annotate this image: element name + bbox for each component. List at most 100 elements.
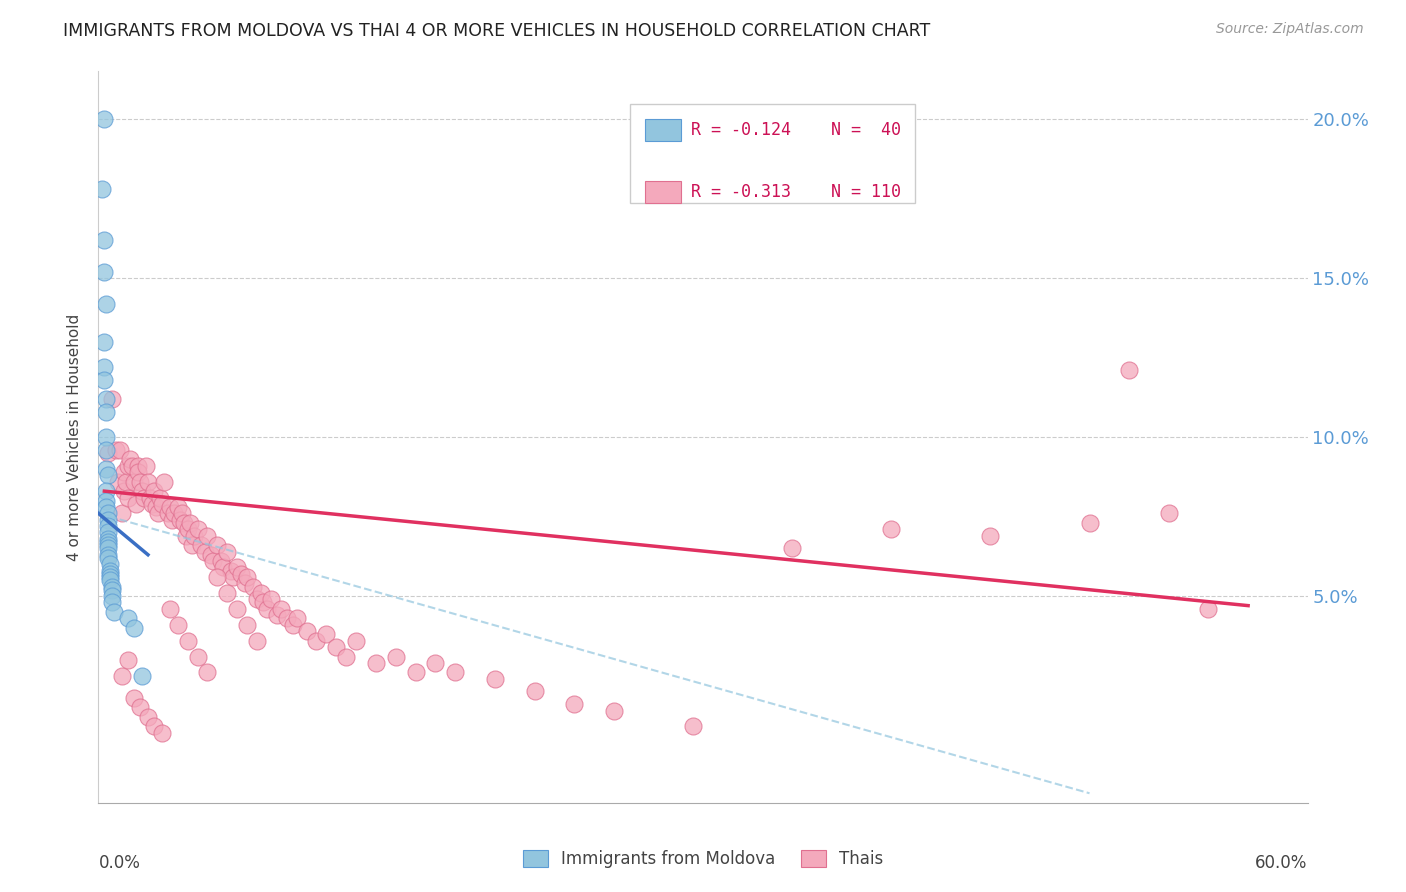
Point — [194, 544, 217, 558]
Point — [98, 570, 121, 584]
Point — [117, 458, 139, 473]
Point — [209, 554, 232, 568]
Point — [166, 500, 188, 514]
Point — [163, 507, 186, 521]
Point — [115, 475, 138, 489]
Point — [1078, 516, 1101, 530]
Point — [186, 649, 208, 664]
Text: 0.0%: 0.0% — [98, 854, 141, 872]
Point — [121, 458, 143, 473]
Point — [146, 507, 169, 521]
Point — [135, 458, 157, 473]
Point — [96, 392, 118, 406]
Point — [236, 617, 259, 632]
Point — [222, 570, 245, 584]
Point — [149, 491, 172, 505]
Point — [122, 475, 145, 489]
Point — [127, 465, 149, 479]
Point — [295, 624, 318, 638]
Point — [97, 548, 120, 562]
Point — [103, 605, 125, 619]
FancyBboxPatch shape — [645, 181, 682, 203]
Point — [179, 516, 201, 530]
Legend: Immigrants from Moldova, Thais: Immigrants from Moldova, Thais — [516, 844, 890, 875]
Point — [129, 700, 152, 714]
Point — [97, 513, 120, 527]
Point — [212, 560, 235, 574]
Point — [96, 442, 118, 457]
Point — [979, 529, 1001, 543]
Point — [96, 404, 118, 418]
Point — [444, 665, 467, 680]
Point — [1157, 507, 1180, 521]
FancyBboxPatch shape — [645, 119, 682, 141]
Point — [153, 475, 176, 489]
Point — [217, 544, 239, 558]
Point — [111, 507, 134, 521]
Point — [186, 522, 208, 536]
Point — [219, 564, 242, 578]
Point — [120, 452, 142, 467]
Point — [200, 548, 222, 562]
Point — [325, 640, 347, 654]
Point — [97, 446, 120, 460]
Point — [93, 233, 115, 247]
Point — [96, 462, 118, 476]
Point — [315, 627, 337, 641]
Point — [93, 373, 115, 387]
Point — [96, 484, 118, 499]
Point — [107, 475, 129, 489]
Point — [246, 592, 269, 607]
Point — [190, 538, 212, 552]
Point — [270, 602, 292, 616]
Point — [405, 665, 427, 680]
Point — [122, 690, 145, 705]
Point — [132, 491, 155, 505]
Point — [242, 580, 264, 594]
Point — [523, 684, 546, 698]
Point — [96, 500, 118, 514]
Point — [96, 296, 118, 310]
Point — [174, 529, 197, 543]
Point — [93, 265, 115, 279]
Point — [252, 595, 274, 609]
Point — [97, 519, 120, 533]
Point — [97, 550, 120, 565]
Point — [169, 513, 191, 527]
Point — [682, 719, 704, 733]
Point — [256, 602, 278, 616]
Point — [98, 558, 121, 572]
Point — [364, 656, 387, 670]
Point — [101, 589, 124, 603]
Point — [142, 719, 165, 733]
Point — [97, 532, 120, 546]
Point — [131, 484, 153, 499]
Point — [101, 595, 124, 609]
Point — [166, 617, 188, 632]
Point — [97, 507, 120, 521]
Point — [139, 491, 162, 505]
Point — [101, 392, 124, 406]
Point — [281, 617, 304, 632]
Point — [562, 697, 585, 711]
Point — [136, 475, 159, 489]
Point — [305, 633, 328, 648]
Point — [111, 668, 134, 682]
Point — [231, 566, 253, 581]
Text: R = -0.313    N = 110: R = -0.313 N = 110 — [690, 183, 901, 201]
Point — [484, 672, 506, 686]
Point — [344, 633, 367, 648]
Point — [159, 602, 181, 616]
Y-axis label: 4 or more Vehicles in Household: 4 or more Vehicles in Household — [67, 313, 83, 561]
Point — [150, 497, 173, 511]
Point — [183, 529, 205, 543]
Point — [236, 570, 259, 584]
Point — [112, 484, 135, 499]
Text: Source: ZipAtlas.com: Source: ZipAtlas.com — [1216, 22, 1364, 37]
Point — [97, 535, 120, 549]
Text: IMMIGRANTS FROM MOLDOVA VS THAI 4 OR MORE VEHICLES IN HOUSEHOLD CORRELATION CHAR: IMMIGRANTS FROM MOLDOVA VS THAI 4 OR MOR… — [63, 22, 931, 40]
Point — [384, 649, 406, 664]
Point — [142, 484, 165, 499]
Point — [150, 726, 173, 740]
Point — [131, 668, 153, 682]
